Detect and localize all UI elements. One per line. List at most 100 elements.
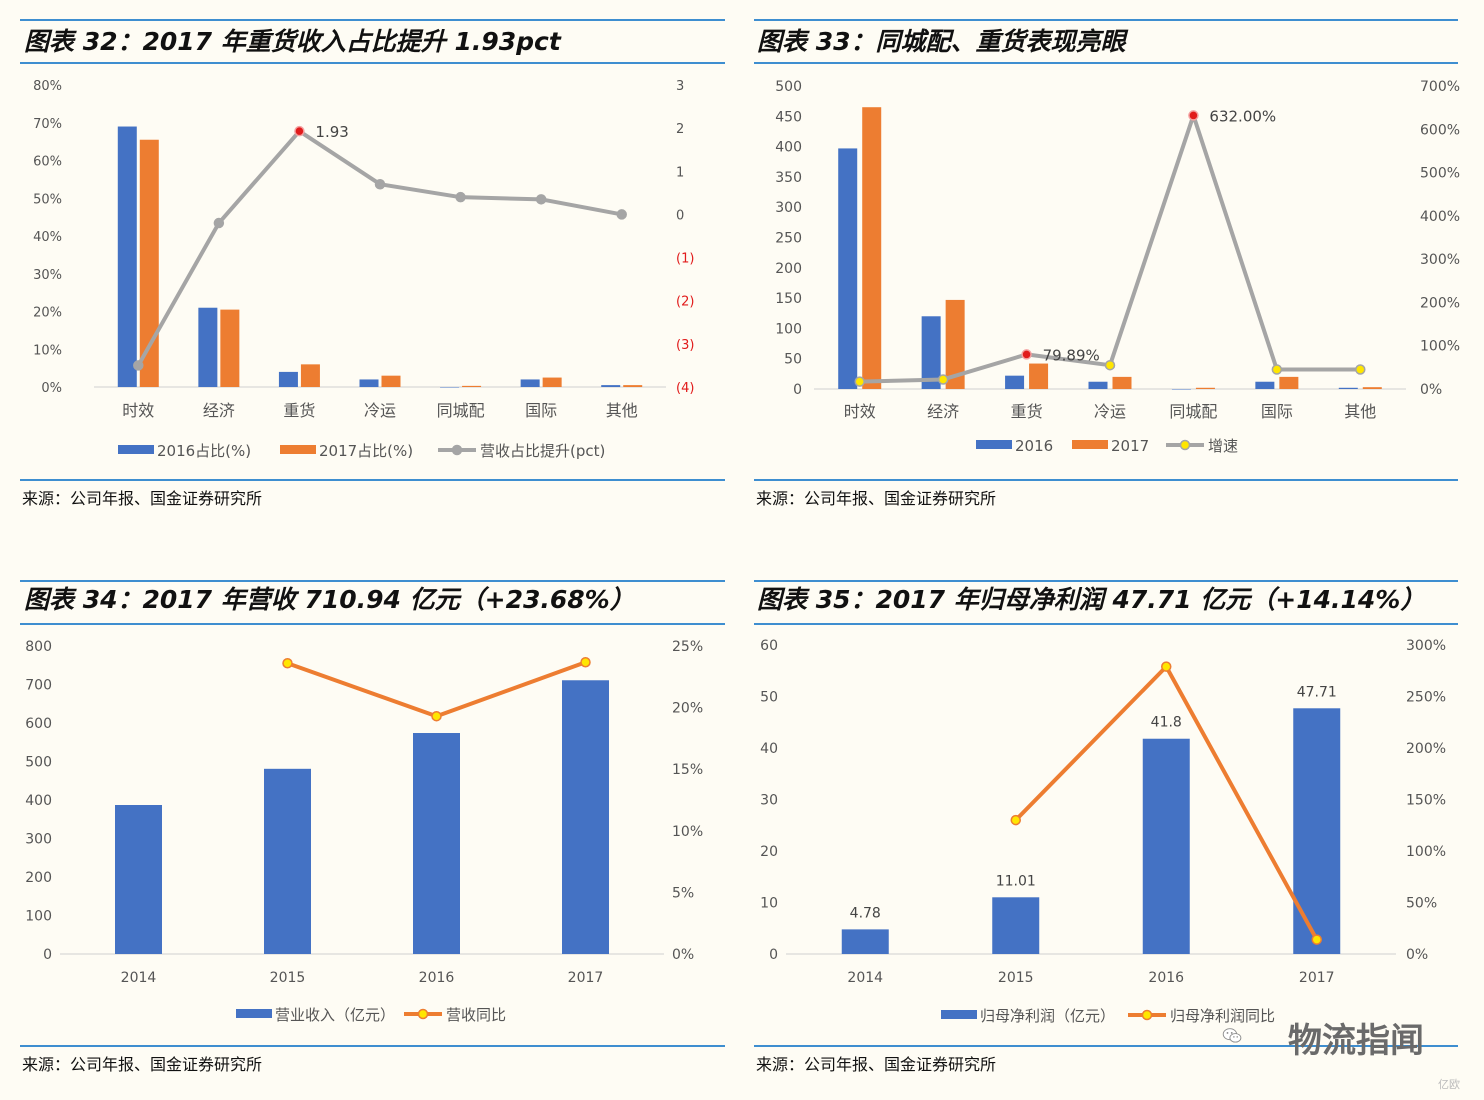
y-tick-label-right: (2) [676, 295, 694, 310]
y-tick-label-left: 350 [775, 170, 802, 186]
legend-swatch [1072, 440, 1108, 449]
y-tick-label-left: 50% [33, 192, 62, 207]
line-marker [580, 657, 591, 668]
x-tick-label: 2017 [1299, 970, 1335, 986]
line-marker [1010, 814, 1021, 826]
data-label: 4.78 [850, 905, 881, 921]
data-label: 11.01 [996, 873, 1036, 889]
x-tick-label: 2014 [121, 970, 157, 986]
bar [841, 929, 889, 954]
legend-swatch [118, 445, 154, 454]
y-tick-label-left: 150 [775, 291, 802, 307]
watermark-text: 物流指闻 [1288, 1021, 1424, 1061]
data-label: 79.89% [1043, 346, 1100, 364]
bar [1171, 389, 1191, 390]
line-marker [282, 657, 293, 669]
legend-marker [451, 444, 463, 456]
x-tick-label: 2016 [1148, 970, 1184, 986]
bar [117, 126, 137, 388]
chart-source: 来源：公司年报、国金证券研究所 [756, 489, 997, 508]
legend-swatch [941, 1010, 977, 1019]
y-tick-label-left: 60% [33, 155, 62, 170]
y-tick-label-left: 40% [33, 230, 62, 245]
y-tick-label-right: 10% [672, 824, 703, 840]
x-tick-label: 2015 [270, 970, 306, 986]
bar [1338, 387, 1358, 389]
line-marker [937, 374, 949, 385]
bar [1255, 381, 1275, 389]
data-label: 41.8 [1151, 715, 1182, 731]
line-marker [616, 209, 627, 220]
y-tick-label-right: 300% [1406, 638, 1446, 654]
chart-33: 0 50 100 150 200 250 300 350 400 450 500 0% 100% 200%… [775, 79, 1460, 455]
chart-title: 图表 34：2017 年营收 710.94 亿元（+23.68%） [24, 585, 635, 614]
x-tick-label: 2016 [419, 970, 455, 986]
x-tick-label: 经济 [927, 402, 959, 421]
x-tick-label: 时效 [122, 401, 154, 420]
legend-swatch [236, 1009, 272, 1018]
legend-label: 2017 [1111, 437, 1149, 455]
x-tick-label: 同城配 [1169, 402, 1217, 421]
bar [921, 316, 941, 389]
bar [1112, 376, 1132, 389]
line-marker [431, 710, 442, 722]
y-tick-label-right: 100% [1420, 339, 1460, 355]
chart-source: 来源：公司年报、国金证券研究所 [756, 1055, 997, 1074]
wechat-icon [1222, 1028, 1242, 1043]
line-marker [133, 360, 144, 371]
line-marker [1271, 364, 1283, 375]
bar [1195, 387, 1215, 389]
y-tick-label-left: 20% [33, 306, 62, 321]
bar [838, 148, 858, 389]
bar [945, 299, 965, 389]
x-tick-label: 2017 [568, 970, 604, 986]
y-tick-label-right: 0% [1420, 382, 1442, 398]
y-tick-label-right: (4) [676, 381, 694, 396]
bar [1362, 387, 1382, 389]
y-tick-label-right: 200% [1420, 295, 1460, 311]
y-tick-label-left: 100 [775, 321, 802, 337]
chart-source: 来源：公司年报、国金证券研究所 [22, 489, 263, 508]
bar [542, 377, 562, 387]
bar [139, 139, 159, 387]
y-tick-label-left: 50 [784, 352, 802, 368]
chart-32: 0% 10% 20% 30% 40% 50% 60% 70% 80% (4) (3) (2) (1) 0 1… [33, 79, 694, 460]
y-tick-label-left: 10 [760, 896, 778, 912]
bar [381, 375, 401, 387]
line-marker [374, 178, 386, 190]
x-tick-label: 2015 [998, 970, 1034, 986]
bar [1279, 376, 1299, 389]
data-label: 1.93 [315, 123, 348, 141]
y-tick-label-left: 60 [760, 638, 778, 654]
y-tick-label-right: 25% [672, 639, 703, 655]
y-tick-label-left: 600 [25, 716, 52, 732]
legend-label: 营收同比 [446, 1006, 506, 1024]
bar [115, 805, 162, 954]
legend-swatch [976, 440, 1012, 449]
y-tick-label-left: 300 [775, 200, 802, 216]
bar [623, 385, 643, 387]
bar [1088, 381, 1108, 389]
line-marker [535, 194, 547, 205]
bar [1029, 363, 1049, 389]
bar [601, 385, 621, 387]
y-tick-label-left: 0% [41, 381, 62, 396]
bar [359, 379, 379, 387]
chart-title: 图表 35：2017 年归母净利润 47.71 亿元（+14.14%） [757, 585, 1426, 614]
y-tick-label-right: (3) [676, 338, 694, 353]
bar [1293, 708, 1341, 954]
line-marker [1355, 364, 1366, 375]
legend-label: 增速 [1208, 437, 1238, 455]
y-tick-label-right: 0% [1406, 947, 1428, 963]
watermark-small: 亿欧 [1438, 1078, 1460, 1091]
chart-source: 来源：公司年报、国金证券研究所 [22, 1055, 263, 1074]
y-tick-label-left: 450 [775, 109, 802, 125]
x-tick-label: 冷运 [364, 401, 396, 420]
legend-label: 2016 [1015, 437, 1053, 455]
x-tick-label: 国际 [1261, 402, 1293, 421]
y-tick-label-left: 300 [25, 832, 52, 848]
chart-title: 图表 33：同城配、重货表现亮眼 [757, 27, 1126, 56]
y-tick-label-right: 15% [672, 762, 703, 778]
y-tick-label-right: 1 [676, 165, 684, 180]
legend-swatch [280, 445, 316, 454]
